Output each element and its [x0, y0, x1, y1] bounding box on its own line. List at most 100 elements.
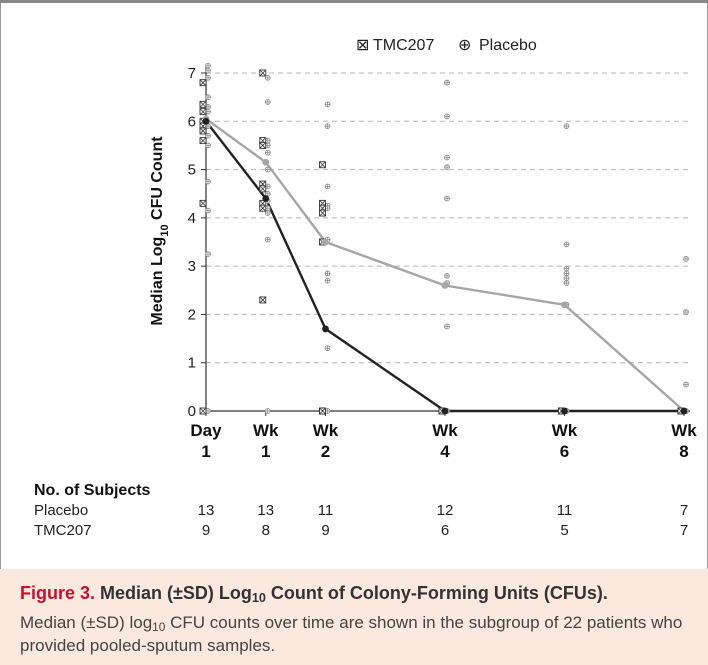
point-placebo-1-10: [264, 210, 271, 216]
legend-marker-tmc207: ⊠: [356, 37, 369, 54]
legend-item-placebo: ⊕ Placebo: [458, 37, 537, 54]
point-placebo-3-7: [444, 323, 450, 330]
point-placebo-0-10: [205, 207, 211, 214]
subjects-count-placebo-1: 13: [257, 502, 274, 519]
y-axis-title-main: Median Log: [149, 237, 166, 326]
y-tick-label-6: 6: [188, 113, 196, 130]
point-placebo-0-2: [205, 74, 211, 81]
point-placebo-1-11: [264, 236, 271, 243]
point-tmc207-cross-b: [259, 186, 266, 192]
median-point-placebo-1: [262, 158, 270, 166]
subjects-count-tmc207-0: 9: [202, 522, 210, 539]
median-point-tmc207-5: [680, 407, 688, 415]
median-point-placebo-4: [561, 301, 568, 309]
point-tmc207-0-1: [199, 100, 207, 108]
figure-caption: Figure 3. Median (±SD) Log10 Count of Co…: [0, 569, 708, 665]
subjects-counts: 13 9 13 8 11 9 12 6 11 5 7 7: [198, 502, 689, 539]
y-tick-label-1: 1: [188, 355, 196, 372]
point-placebo-2-1: [324, 123, 331, 129]
point-placebo-2-2: [324, 183, 331, 190]
top-rule: [0, 0, 708, 3]
x-tick-label-1-bottom: 1: [261, 442, 270, 461]
point-tmc207-cross-b: [259, 297, 266, 303]
subjects-count-placebo-3: 12: [437, 502, 454, 519]
point-tmc207-cross-b: [319, 210, 326, 216]
x-tick-label-0-top: Day: [190, 421, 222, 440]
x-tick-label-5-bottom: 8: [679, 442, 688, 461]
individual-points: [199, 62, 689, 415]
x-tick-label-5-top: Wk: [671, 421, 697, 440]
caption-figure-label: Figure 3.: [20, 583, 96, 603]
point-tmc207-1-4: [259, 185, 267, 193]
caption-body-rest: CFU counts over time are shown in the su…: [20, 613, 683, 655]
median-point-tmc207-2: [322, 325, 329, 333]
point-tmc207-cross-b: [200, 79, 206, 86]
median-point-placebo-3: [441, 282, 449, 289]
point-tmc207-cross-b: [200, 200, 206, 207]
point-placebo-2-7: [324, 277, 331, 284]
point-placebo-2-8: [324, 345, 331, 352]
point-tmc207-2-0: [319, 161, 326, 169]
caption-title-text: Median (±SD) Log: [100, 583, 252, 603]
caption-title-subscript: 10: [251, 591, 266, 606]
point-placebo-1-1: [264, 99, 271, 105]
median-point-tmc207-4: [561, 407, 568, 415]
subjects-count-tmc207-5: 7: [680, 522, 688, 539]
y-tick-label-2: 2: [188, 306, 196, 323]
subjects-title: No. of Subjects: [34, 482, 151, 499]
legend-label-tmc207: TMC207: [373, 37, 434, 54]
point-placebo-1-4: [264, 149, 271, 156]
chart-panel: ⊠ TMC207 ⊕ Placebo Median Log10 CFU Coun…: [0, 3, 708, 569]
point-placebo-5-2: [683, 381, 689, 388]
point-tmc207-cross-b: [200, 108, 206, 115]
median-line-placebo: [205, 117, 685, 412]
subjects-row-label-tmc207: TMC207: [34, 522, 92, 539]
point-tmc207-0-7: [199, 199, 207, 207]
point-placebo-4-2: [563, 265, 570, 272]
point-tmc207-cross-b: [259, 142, 266, 149]
caption-title-rest: Count of Colony-Forming Units (CFUs).: [265, 583, 608, 603]
point-placebo-5-0: [683, 256, 689, 262]
point-placebo-4-3: [563, 270, 570, 277]
point-placebo-0-1: [205, 67, 211, 74]
axes: [201, 67, 690, 416]
point-tmc207-cross-b: [200, 137, 206, 144]
point-placebo-0-11: [205, 251, 211, 257]
point-tmc207-cross-b: [319, 161, 326, 168]
y-tick-labels: 0 1 2 3 4 5 6 7: [188, 65, 196, 420]
point-placebo-3-3: [444, 164, 450, 171]
point-placebo-1-6: [264, 183, 271, 190]
point-tmc207-1-2: [259, 141, 267, 149]
x-tick-labels: Day 1 Wk 1 Wk 2 Wk 4 Wk 6 Wk 8: [190, 421, 697, 461]
x-tick-label-0-bottom: 1: [201, 442, 210, 461]
point-placebo-1-0: [264, 74, 271, 81]
x-tick-label-2-bottom: 2: [321, 442, 330, 461]
x-tick-label-4-bottom: 6: [560, 442, 569, 461]
point-placebo-3-2: [444, 154, 450, 161]
point-tmc207-cross-b: [200, 408, 206, 414]
y-axis-title-rest: CFU Count: [149, 136, 166, 225]
subjects-count-placebo-0: 13: [198, 502, 215, 519]
point-tmc207-2-3: [319, 209, 326, 217]
point-placebo-3-5: [444, 272, 450, 279]
subjects-count-tmc207-4: 5: [560, 522, 568, 539]
point-placebo-1-5: [264, 166, 271, 173]
point-placebo-0-3: [205, 94, 211, 100]
median-line-tmc207: [205, 120, 684, 413]
point-placebo-3-4: [444, 195, 450, 202]
y-tick-label-4: 4: [188, 210, 196, 227]
subjects-count-tmc207-1: 8: [262, 522, 270, 539]
point-placebo-0-9: [205, 178, 211, 185]
point-tmc207-cross-b: [259, 70, 266, 76]
point-placebo-3-0: [444, 79, 450, 86]
subjects-count-tmc207-3: 6: [441, 522, 449, 539]
point-tmc207-0-8: [199, 407, 207, 415]
point-tmc207-1-7: [259, 296, 267, 304]
point-placebo-2-0: [324, 101, 331, 108]
point-placebo-1-12: [264, 408, 271, 414]
y-tick-label-7: 7: [188, 65, 196, 82]
point-placebo-0-7: [205, 132, 211, 139]
caption-body-subscript: 10: [152, 619, 166, 634]
subjects-count-placebo-5: 7: [680, 502, 688, 519]
